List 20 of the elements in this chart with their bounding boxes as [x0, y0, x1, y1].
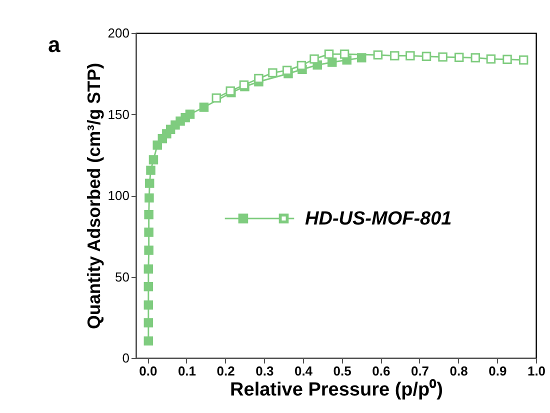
- y-axis-title: Quantity Adsorbed (cm³/g STP): [84, 62, 104, 330]
- x-tick-label: 0.2: [216, 364, 235, 378]
- x-tick-label: 0.3: [256, 364, 274, 378]
- legend-label: HD-US-MOF-801: [305, 208, 452, 230]
- x-tick-label: 0.4: [294, 364, 314, 378]
- x-tick-label: 0.8: [450, 364, 468, 378]
- x-tick-label: 0.9: [488, 364, 507, 378]
- y-tick-label: 0: [122, 350, 130, 366]
- x-tick-label: 0.1: [178, 364, 196, 378]
- y-tick-label: 200: [108, 26, 130, 40]
- x-tick-label: 1.0: [527, 364, 546, 378]
- y-tick-label: 50: [115, 269, 130, 284]
- x-axis-title: Relative Pressure (p/p⁰): [230, 378, 443, 400]
- x-tick-label: 0.5: [333, 364, 352, 378]
- x-tick-label: 0.7: [410, 364, 430, 378]
- y-tick-label: 100: [108, 188, 130, 203]
- x-tick-label: 0.0: [139, 364, 158, 378]
- y-tick-label: 150: [108, 106, 130, 122]
- x-tick-label: 0.6: [372, 364, 390, 378]
- text: a: [48, 32, 61, 57]
